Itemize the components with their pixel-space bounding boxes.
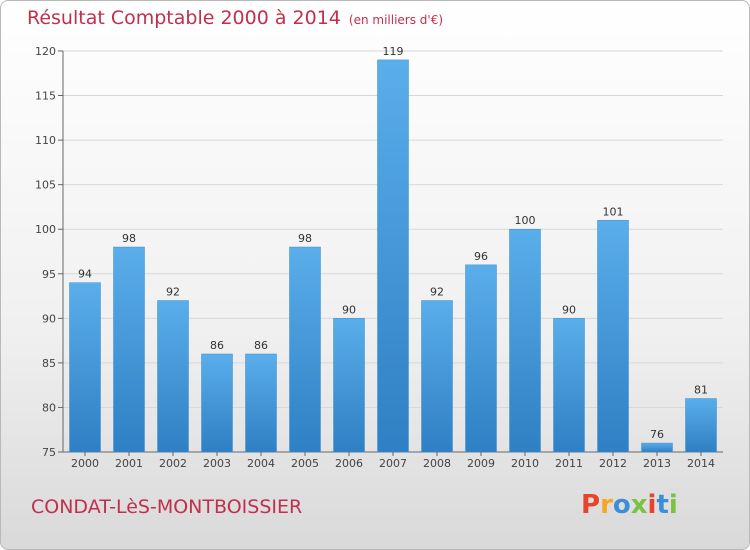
x-tick-label: 2010	[511, 457, 539, 470]
chart-title: Résultat Comptable 2000 à 2014 (en millie…	[27, 7, 443, 29]
y-tick-label: 105	[35, 179, 56, 192]
data-label: 86	[210, 339, 224, 352]
x-tick-label: 2009	[467, 457, 495, 470]
data-label: 86	[254, 339, 268, 352]
bar	[685, 398, 717, 453]
data-label: 81	[694, 384, 708, 397]
data-label: 98	[298, 232, 312, 245]
data-label: 92	[430, 286, 444, 299]
logo-letter: r	[600, 490, 613, 520]
x-tick-label: 2014	[687, 457, 715, 470]
bar	[245, 353, 277, 453]
y-tick-label: 115	[35, 90, 56, 103]
bar	[157, 300, 189, 453]
x-tick-label: 2012	[599, 457, 627, 470]
logo-letter: o	[612, 490, 631, 520]
proxiti-logo: Proxiti	[581, 490, 678, 520]
bar	[377, 59, 409, 453]
x-tick-label: 2006	[335, 457, 363, 470]
data-label: 92	[166, 286, 180, 299]
data-label: 100	[515, 214, 536, 227]
bar	[641, 442, 673, 453]
y-tick-label: 75	[42, 446, 56, 459]
chart-title-text: Résultat Comptable 2000 à 2014	[27, 7, 341, 29]
x-tick-label: 2013	[643, 457, 671, 470]
x-tick-label: 2003	[203, 457, 231, 470]
y-tick-label: 90	[42, 312, 56, 325]
y-tick-label: 85	[42, 357, 56, 370]
bar	[289, 246, 321, 453]
data-label: 76	[650, 428, 664, 441]
bar	[597, 220, 629, 453]
y-tick-label: 95	[42, 268, 56, 281]
y-tick-label: 100	[35, 223, 56, 236]
data-label: 101	[603, 205, 624, 218]
x-tick-label: 2005	[291, 457, 319, 470]
data-label: 119	[383, 45, 404, 58]
data-label: 96	[474, 250, 488, 263]
data-label: 90	[342, 303, 356, 316]
bar	[421, 300, 453, 453]
x-tick-label: 2002	[159, 457, 187, 470]
y-tick-label: 110	[35, 134, 56, 147]
data-label: 90	[562, 303, 576, 316]
bar	[509, 228, 541, 453]
logo-letter: t	[656, 490, 669, 520]
bar	[69, 282, 101, 453]
bar	[201, 353, 233, 453]
x-tick-label: 2011	[555, 457, 583, 470]
y-tick-label: 120	[35, 45, 56, 58]
chart-subtitle: (en milliers d'€)	[348, 13, 444, 27]
logo-letter: x	[630, 490, 648, 520]
logo-letter: i	[668, 490, 678, 520]
bar	[113, 246, 145, 453]
x-tick-label: 2000	[71, 457, 99, 470]
x-tick-label: 2008	[423, 457, 451, 470]
bar	[333, 318, 365, 453]
y-tick-label: 80	[42, 401, 56, 414]
x-tick-label: 2004	[247, 457, 275, 470]
logo-letter: i	[647, 490, 657, 520]
bar	[465, 264, 497, 453]
logo-letter: P	[581, 490, 601, 520]
data-label: 94	[78, 268, 92, 281]
bar	[553, 318, 585, 453]
commune-name: CONDAT-LèS-MONTBOISSIER	[31, 496, 303, 518]
data-label: 98	[122, 232, 136, 245]
x-tick-label: 2001	[115, 457, 143, 470]
x-tick-label: 2007	[379, 457, 407, 470]
